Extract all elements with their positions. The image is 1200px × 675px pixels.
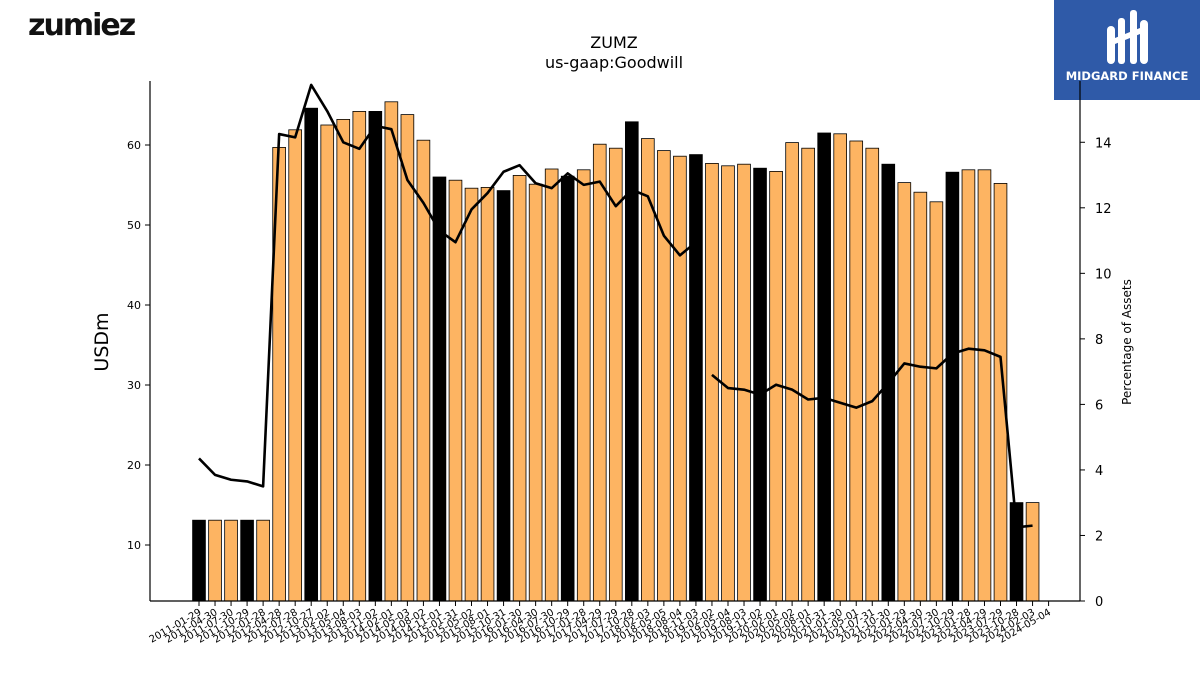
y2-tick-label-4: 4 [1095,464,1103,479]
bar-2011-07-30 [224,519,238,602]
bar-2018-08-04 [673,155,687,602]
bar-2015-08-01 [480,186,495,602]
bar-2023-01-28 [961,169,976,602]
bar-2013-08-03 [352,111,367,602]
bar-2021-05-01 [849,140,864,602]
bar-2013-05-04 [336,119,351,602]
y2-tick-label-6: 6 [1095,398,1103,413]
y2-tick-label-0: 0 [1095,595,1103,610]
company-logo: zumiez [28,8,136,43]
chart-title: ZUMZ [590,33,637,52]
midgard-finance-watermark: MIDGARD FINANCE [1054,0,1200,100]
bar-2017-01-28 [576,169,591,602]
bar-2011-10-29 [240,519,254,602]
bar-2015-10-31 [496,190,511,602]
bar-2022-01-29 [897,182,912,602]
bar-2011-04-30 [208,519,222,602]
y-tick-label-10: 10 [127,539,141,552]
y2-tick-label-8: 8 [1095,333,1103,348]
ticks-layer: 102030405060024681012142011-01-292011-04… [127,136,1112,645]
bar-2011-01-29 [192,519,206,602]
y-tick-label-60: 60 [127,139,141,152]
bar-2019-02-02 [705,162,719,602]
bar-2012-10-27 [304,107,319,602]
bars-layer [192,101,1040,602]
bar-2018-11-03 [689,154,703,602]
bar-2014-11-01 [432,176,447,602]
y-tick-label-40: 40 [127,299,141,312]
bar-2016-10-29 [560,175,575,602]
watermark-label: MIDGARD FINANCE [1065,69,1189,83]
bar-2020-10-31 [817,132,831,602]
y-tick-label-20: 20 [127,459,141,472]
bar-2017-04-29 [592,143,607,602]
bar-2012-07-28 [288,129,302,602]
bar-2016-04-30 [528,183,543,602]
bar-2022-07-30 [929,201,944,602]
y-tick-label-50: 50 [127,219,141,232]
y-tick-label-30: 30 [127,379,141,392]
bar-2017-07-29 [608,147,623,602]
y2-tick-label-2: 2 [1095,529,1103,544]
chart-subtitle: us-gaap:Goodwill [545,53,683,72]
axes-layer [149,81,1081,602]
y2-tick-label-12: 12 [1095,202,1112,217]
bar-2023-04-29 [977,169,992,602]
bar-2013-02-02 [320,124,335,602]
bar-2024-02-03 [1025,502,1040,602]
bar-2012-01-28 [256,519,270,602]
bar-2019-08-03 [737,163,751,602]
percentage-line-segment-1 [198,83,697,488]
bar-2014-02-01 [384,101,399,602]
bar-2021-01-30 [833,133,847,602]
y2-tick-label-10: 10 [1095,267,1112,282]
y2-tick-label-14: 14 [1095,136,1112,151]
bar-2013-11-02 [368,111,383,602]
bar-2021-07-31 [865,147,880,602]
bar-2016-07-30 [544,168,559,602]
midgard-logo-icon [1107,10,1148,64]
line-layer [198,83,1033,529]
bar-2022-04-30 [913,191,928,602]
percentage-line-segment-2 [711,347,1033,529]
bar-2020-08-01 [801,147,815,602]
y-axis-label: USDm [91,312,113,371]
bar-2015-05-02 [464,187,479,602]
y2-axis-label: Percentage of Assets [1120,279,1134,405]
bar-2022-10-29 [945,171,960,602]
bar-2020-05-02 [785,142,799,602]
bar-2018-05-05 [657,150,671,602]
bar-2016-01-30 [512,174,527,602]
bar-2019-11-02 [753,167,767,602]
